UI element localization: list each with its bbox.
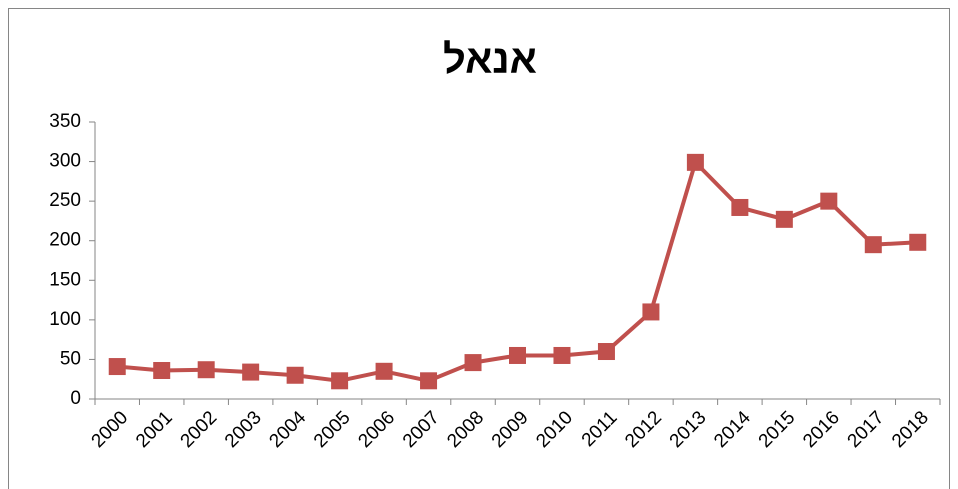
marker (509, 346, 526, 364)
marker (909, 233, 927, 251)
marker (642, 303, 660, 321)
marker (197, 361, 215, 379)
y-tick-label: 150 (49, 269, 81, 290)
chart-border (8, 8, 950, 489)
marker (864, 236, 882, 254)
marker (375, 362, 393, 380)
marker (731, 198, 749, 216)
marker (686, 153, 704, 171)
y-tick-label: 200 (49, 230, 81, 251)
marker (553, 346, 571, 364)
marker (775, 210, 793, 228)
marker (242, 363, 260, 381)
y-tick-label: 300 (49, 151, 81, 172)
y-tick-label: 0 (70, 388, 81, 409)
marker (820, 192, 838, 210)
y-tick-label: 350 (49, 111, 81, 132)
marker (597, 343, 615, 361)
marker (420, 372, 438, 390)
marker (464, 354, 482, 372)
y-tick-label: 50 (60, 348, 81, 369)
marker (108, 358, 126, 376)
marker (286, 366, 304, 384)
chart-title: אנאל (443, 38, 537, 82)
marker (331, 372, 349, 390)
y-tick-label: 250 (49, 190, 81, 211)
marker (153, 362, 171, 380)
y-tick-label: 100 (49, 309, 81, 330)
